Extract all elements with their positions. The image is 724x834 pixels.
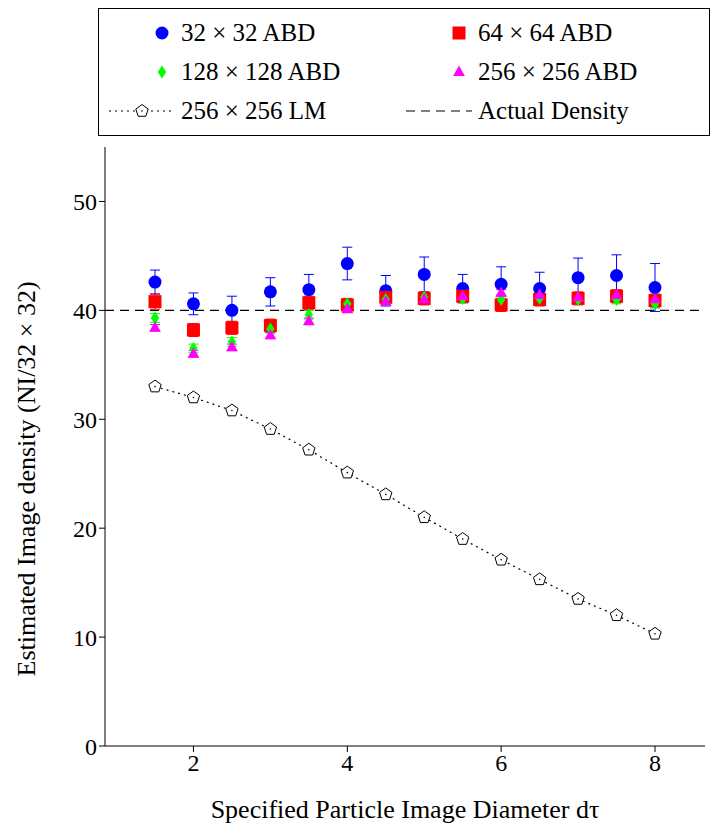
html-text:Actual Density: Actual Density <box>478 97 629 125</box>
html-text:64 × 64 ABD: 64 × 64 ABD <box>478 18 613 46</box>
svg-text:0: 0 <box>85 734 97 760</box>
svg-text:Specified Particle Image Diame: Specified Particle Image Diameter dτ <box>211 795 600 824</box>
svg-text:40: 40 <box>73 298 97 324</box>
svg-text:6: 6 <box>495 750 507 776</box>
html-text:32 × 32 ABD: 32 × 32 ABD <box>181 18 316 46</box>
svg-text:50: 50 <box>73 189 97 215</box>
svg-text:4: 4 <box>341 750 353 776</box>
html-text:128 × 128 ABD: 128 × 128 ABD <box>181 58 341 85</box>
svg-text:Estimated Image density (NI/32: Estimated Image density (NI/32 × 32) <box>12 281 41 676</box>
html-text:256 × 256 LM: 256 × 256 LM <box>181 97 327 125</box>
svg-text:10: 10 <box>73 625 97 651</box>
html-text:256 × 256 ABD: 256 × 256 ABD <box>478 58 638 85</box>
svg-text:20: 20 <box>73 516 97 542</box>
svg-text:30: 30 <box>73 407 97 433</box>
svg-text:8: 8 <box>649 750 661 776</box>
svg-text:2: 2 <box>187 750 199 776</box>
